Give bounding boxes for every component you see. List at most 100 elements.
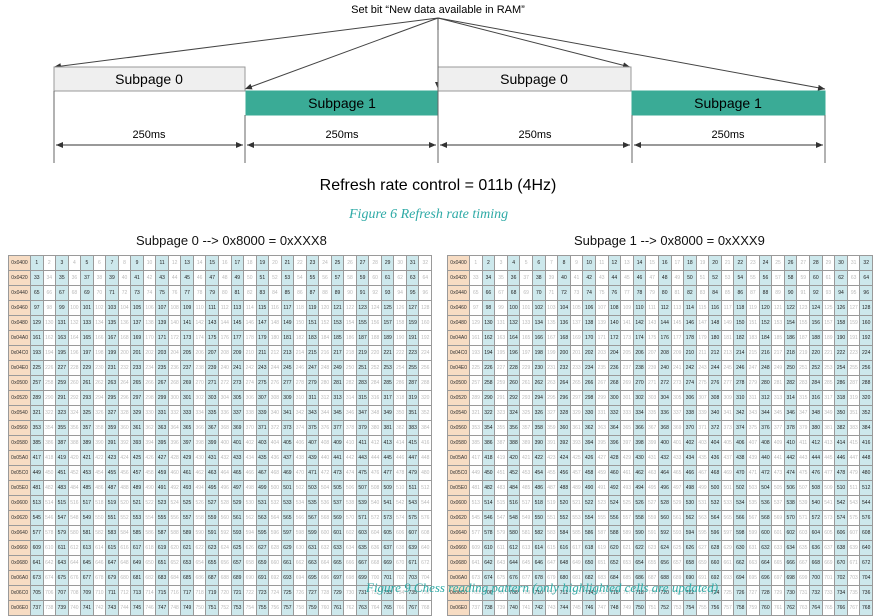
pixel-cell: 121 xyxy=(771,300,785,316)
pixel-cell-highlighted: 236 xyxy=(607,360,622,376)
pixel-cell: 86 xyxy=(293,285,307,301)
row-address: 0x06C0 xyxy=(8,585,31,601)
pixel-cell: 132 xyxy=(67,315,82,331)
pixel-cell-highlighted: 213 xyxy=(280,345,295,361)
pixel-cell: 452 xyxy=(67,465,82,481)
pixel-cell-highlighted: 257 xyxy=(30,375,44,391)
pixel-cell: 763 xyxy=(796,600,811,616)
pixel-cell: 69 xyxy=(519,285,533,301)
pixel-cell-highlighted: 474 xyxy=(783,465,798,481)
pixel-cell-highlighted: 338 xyxy=(683,405,697,421)
pixel-cell-highlighted: 667 xyxy=(355,555,370,571)
pixel-cell-highlighted: 485 xyxy=(80,480,94,496)
pixel-cell-highlighted: 293 xyxy=(80,390,94,406)
pixel-cell: 212 xyxy=(268,345,282,361)
pixel-cell-highlighted: 123 xyxy=(355,300,370,316)
pixel-cell: 471 xyxy=(746,465,760,481)
grid-row: 0x0400 1 2 3 4 5 6 7 8 9 10 11 12 13 14 15 16 17 18 19 20 21 2… xyxy=(8,255,432,271)
pixel-cell: 506 xyxy=(343,480,357,496)
pixel-cell: 117 xyxy=(720,300,735,316)
pixel-cell-highlighted: 388 xyxy=(506,435,521,451)
pixel-cell: 729 xyxy=(771,585,785,601)
pixel-cell-highlighted: 503 xyxy=(305,480,320,496)
pixel-cell-highlighted: 70 xyxy=(531,285,546,301)
subpage1-bar xyxy=(631,90,826,116)
pixel-cell-highlighted: 119 xyxy=(305,300,320,316)
pixel-cell: 411 xyxy=(796,435,811,451)
pixel-cell: 250 xyxy=(343,360,357,376)
pixel-cell-highlighted: 22 xyxy=(733,255,748,271)
pixel-cell-highlighted: 715 xyxy=(155,585,169,601)
grid-row: 0x0440 65 66 67 68 69 70 71 72 73 74 75 76 77 78 79 80 81… xyxy=(8,285,432,301)
row-address: 0x05E0 xyxy=(8,480,31,496)
pixel-cell-highlighted: 621 xyxy=(180,540,194,556)
pixel-cell-highlighted: 767 xyxy=(405,600,420,616)
row-address: 0x0660 xyxy=(447,540,470,556)
pixel-cell: 594 xyxy=(243,525,257,541)
pixel-cell-highlighted: 274 xyxy=(683,375,697,391)
pixel-cell: 343 xyxy=(746,405,760,421)
pixel-cell-highlighted: 740 xyxy=(506,600,521,616)
pixel-cell: 709 xyxy=(519,585,533,601)
pixel-cell-highlighted: 662 xyxy=(733,555,748,571)
pixel-cell: 503 xyxy=(746,480,760,496)
pixel-cell-highlighted: 571 xyxy=(355,510,370,526)
pixel-cell-highlighted: 227 xyxy=(55,360,69,376)
pixel-cell: 321 xyxy=(469,405,483,421)
pixel-cell-highlighted: 93 xyxy=(380,285,395,301)
pixel-cell: 759 xyxy=(746,600,760,616)
pixel-cell-highlighted: 218 xyxy=(783,345,798,361)
pixel-cell: 327 xyxy=(544,405,559,421)
pixel-cell-highlighted: 230 xyxy=(531,360,546,376)
pixel-cell: 266 xyxy=(142,375,157,391)
pixel-cell-highlighted: 731 xyxy=(355,585,370,601)
pixel-cell: 442 xyxy=(343,450,357,466)
pixel-cell: 690 xyxy=(243,570,257,586)
pixel-cell-highlighted: 671 xyxy=(405,555,420,571)
grid-row: 0x05A0 417 418 419 420 421 422 423 424 425 426 427 4… xyxy=(447,450,873,466)
grid-row: 0x04E0 225 226 227 228 229 230 231 232 233 234 235 2… xyxy=(8,360,432,376)
pixel-cell-highlighted: 255 xyxy=(405,360,420,376)
new-data-label: Set bit “New data available in RAM” xyxy=(351,4,525,16)
pixel-cell: 682 xyxy=(142,570,157,586)
pixel-cell: 484 xyxy=(67,480,82,496)
pixel-cell-highlighted: 751 xyxy=(205,600,219,616)
pixel-cell: 684 xyxy=(167,570,182,586)
pixel-cell: 34 xyxy=(42,270,57,286)
pixel-cell: 391 xyxy=(544,435,559,451)
pixel-cell-highlighted: 748 xyxy=(607,600,622,616)
row-address: 0x0480 xyxy=(447,315,470,331)
pixel-cell: 181 xyxy=(720,330,735,346)
pixel-cell-highlighted: 133 xyxy=(80,315,94,331)
pixel-cell: 215 xyxy=(746,345,760,361)
pixel-cell: 196 xyxy=(67,345,82,361)
row-address: 0x0540 xyxy=(447,405,470,421)
pixel-cell-highlighted: 515 xyxy=(55,495,69,511)
pixel-cell: 536 xyxy=(318,495,332,511)
pixel-cell-highlighted: 698 xyxy=(783,570,798,586)
pixel-cell: 201 xyxy=(569,345,584,361)
pixel-cell-highlighted: 186 xyxy=(783,330,798,346)
pixel-cell-highlighted: 380 xyxy=(809,420,823,436)
pixel-cell-highlighted: 363 xyxy=(155,420,169,436)
pixel-cell-highlighted: 525 xyxy=(180,495,194,511)
pixel-cell: 513 xyxy=(469,495,483,511)
pixel-cell-highlighted: 138 xyxy=(582,315,596,331)
pixel-cell: 241 xyxy=(670,360,685,376)
pixel-cell-highlighted: 279 xyxy=(305,375,320,391)
pixel-cell-highlighted: 53 xyxy=(280,270,295,286)
pixel-cell: 183 xyxy=(746,330,760,346)
pixel-cell: 213 xyxy=(720,345,735,361)
pixel-cell: 154 xyxy=(343,315,357,331)
pixel-cell-highlighted: 389 xyxy=(80,435,94,451)
pixel-cell-highlighted: 546 xyxy=(481,510,496,526)
pixel-cell-highlighted: 121 xyxy=(330,300,345,316)
pixel-cell-highlighted: 752 xyxy=(657,600,672,616)
pixel-cell: 247 xyxy=(746,360,760,376)
pixel-cell-highlighted: 327 xyxy=(105,405,119,421)
pixel-cell: 54 xyxy=(293,270,307,286)
pixel-cell: 512 xyxy=(418,480,432,496)
pixel-cell: 590 xyxy=(192,525,207,541)
row-address: 0x0620 xyxy=(8,510,31,526)
pixel-cell: 576 xyxy=(418,510,432,526)
